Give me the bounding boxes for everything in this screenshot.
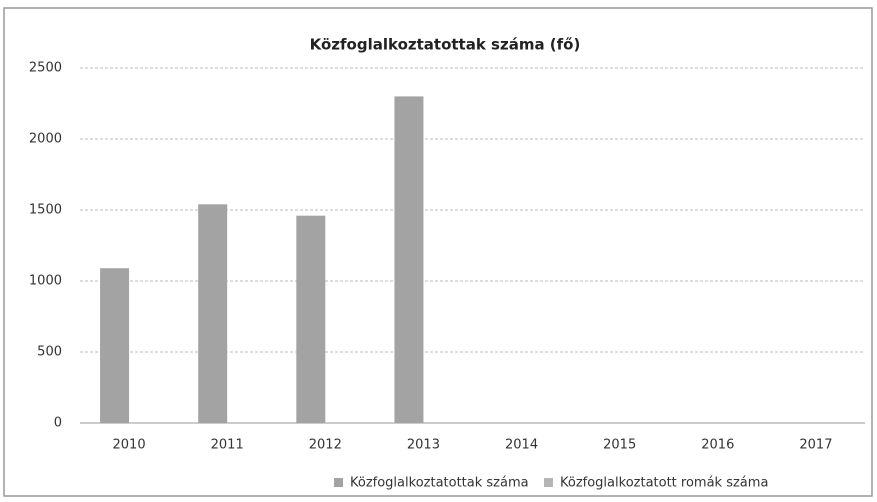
x-tick-label: 2012 (309, 438, 342, 453)
chart-title: Közfoglalkoztatottak száma (fő) (310, 36, 581, 54)
x-tick-label: 2010 (113, 438, 146, 453)
bar (100, 268, 130, 423)
y-tick-label: 1500 (29, 203, 62, 218)
chart-frame (3, 7, 873, 497)
legend-label: Közfoglalkoztatottak száma (350, 476, 529, 491)
y-tick-label: 2500 (29, 61, 62, 76)
legend-swatch (544, 478, 553, 487)
bar (198, 204, 228, 423)
y-tick-label: 500 (37, 345, 62, 360)
y-tick-label: 1000 (29, 274, 62, 289)
x-tick-label: 2013 (407, 438, 440, 453)
bar (394, 96, 424, 424)
x-tick-label: 2011 (211, 438, 244, 453)
x-tick-label: 2014 (505, 438, 538, 453)
x-tick-label: 2017 (799, 438, 832, 453)
y-tick-label: 2000 (29, 132, 62, 147)
bar (296, 215, 326, 423)
legend-label: Közfoglalkoztatott romák száma (560, 476, 768, 491)
legend-swatch (334, 478, 343, 487)
x-tick-label: 2015 (603, 438, 636, 453)
x-tick-label: 2016 (701, 438, 734, 453)
y-tick-label: 0 (54, 416, 62, 431)
